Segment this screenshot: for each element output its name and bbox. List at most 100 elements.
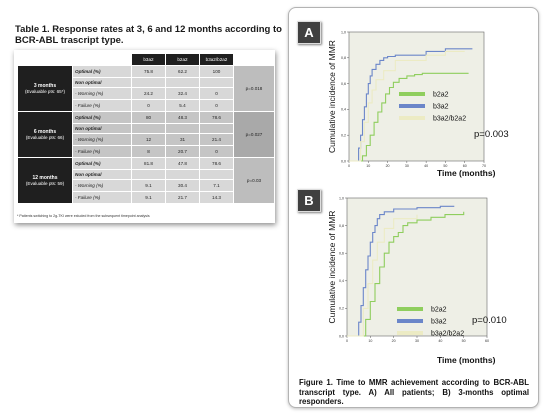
x-tick-label: 50 xyxy=(462,339,466,343)
figure-caption: Figure 1. Time to MMR achievement accord… xyxy=(299,378,529,406)
table-cell: 78.6 xyxy=(200,158,233,169)
x-tick-label: 20 xyxy=(386,164,390,168)
table-cell: 5.4 xyxy=(166,100,199,111)
row-label: - Failure (%) xyxy=(73,192,131,203)
x-tick-label: 20 xyxy=(392,339,396,343)
table-row: - Failure (%) 8 20.7 0 xyxy=(18,146,274,157)
table-cell xyxy=(132,170,165,179)
column-header: b3a2/b2a2 xyxy=(200,54,233,65)
table-cell xyxy=(132,124,165,133)
chart-p-value: p=0.003 xyxy=(474,129,509,140)
table-cell: 9.1 xyxy=(132,192,165,203)
legend-label: b3a2/b2a2 xyxy=(433,116,466,123)
y-tick-label: 1,0 xyxy=(341,30,346,34)
x-axis-label: Time (months) xyxy=(437,355,496,365)
row-label: - Warning (%) xyxy=(73,134,131,145)
table-cell: 20.7 xyxy=(166,146,199,157)
table-cell xyxy=(166,170,199,179)
table-cell: 0 xyxy=(200,146,233,157)
y-tick-label: 0,8 xyxy=(341,56,346,60)
table-cell: 75.8 xyxy=(132,66,165,77)
table-cell: 14.3 xyxy=(200,192,233,203)
y-tick-label: 0,0 xyxy=(339,334,344,338)
legend-label: b2a2 xyxy=(433,92,449,99)
x-tick-label: 0 xyxy=(346,339,348,343)
y-axis-label: Cumulative incidence of MMR xyxy=(327,211,337,324)
row-label: - Failure (%) xyxy=(73,146,131,157)
x-tick-label: 40 xyxy=(424,164,428,168)
table-cell: 31 xyxy=(166,134,199,145)
series-line-b3a2 xyxy=(347,205,455,337)
table-cell xyxy=(200,170,233,179)
table-row: - Failure (%) 0 5.4 0 xyxy=(18,100,274,111)
table-cell: 30.4 xyxy=(166,180,199,191)
y-axis-label: Cumulative incidence of MMR xyxy=(327,40,337,153)
panel-badge-a: A xyxy=(297,21,321,44)
y-tick-label: 1,0 xyxy=(339,196,344,200)
chart-b: 0,0 0,2 0,4 0,6 0,8 1,0 0 10 20 30 40 50 60 b2a2 b3a2 b… xyxy=(327,196,507,365)
timepoint-label: 12 months (Evaluable pts: 59) xyxy=(18,158,72,203)
y-tick-label: 0,2 xyxy=(341,134,346,138)
p-value: p=0.03 xyxy=(234,158,274,203)
x-tick-label: 70 xyxy=(482,164,486,168)
table-row: - Failure (%) 9.1 21.7 14.3 xyxy=(18,192,274,203)
table-cell: 100 xyxy=(200,66,233,77)
y-tick-label: 0,0 xyxy=(341,159,346,163)
chart-a: 0,0 0,2 0,4 0,6 0,8 1,0 0 10 20 30 40 50 60 70 b2a2 b3a… xyxy=(327,30,509,178)
x-tick-label: 30 xyxy=(405,164,409,168)
chart-p-value: p=0.010 xyxy=(472,315,507,326)
x-tick-label: 50 xyxy=(443,164,447,168)
x-tick-label: 10 xyxy=(366,164,370,168)
y-tick-label: 0,6 xyxy=(339,252,344,256)
p-value: p=0.027 xyxy=(234,112,274,157)
row-label: Optimal (%) xyxy=(73,158,131,169)
row-label: - Warning (%) xyxy=(73,180,131,191)
table-cell xyxy=(166,78,199,87)
y-tick-label: 0,2 xyxy=(339,307,344,311)
row-label: Non optimal xyxy=(73,124,131,133)
table-row: - Warning (%) 9.1 30.4 7.1 xyxy=(18,180,274,191)
row-label: - Failure (%) xyxy=(73,100,131,111)
response-table-card: b3a2 b2a2 b3a2/b2a2 3 months (Evaluable pts:… xyxy=(14,50,275,223)
figure-panel: 0,0 0,2 0,4 0,6 0,8 1,0 0 10 20 30 40 50 60 70 b2a2 b3a… xyxy=(288,7,539,408)
table-cell xyxy=(200,124,233,133)
y-tick-label: 0,4 xyxy=(341,108,346,112)
table-cell: 0 xyxy=(200,88,233,99)
plot-area xyxy=(348,31,485,162)
p-value: p=0.018 xyxy=(234,66,274,111)
row-label: - Warning (%) xyxy=(73,88,131,99)
table-row: - Warning (%) 12 31 21.4 xyxy=(18,134,274,145)
row-label: Optimal (%) xyxy=(73,112,131,123)
series-line-b2a2 xyxy=(347,211,465,337)
x-axis-label: Time (months) xyxy=(437,168,496,178)
table-cell: 47.8 xyxy=(166,158,199,169)
table-cell: 81.8 xyxy=(132,158,165,169)
row-label: Non optimal xyxy=(73,78,131,87)
header-blank xyxy=(18,54,72,65)
table-cell: 48.3 xyxy=(166,112,199,123)
timepoint-label: 3 months (Evaluable pts: 65*) xyxy=(18,66,72,111)
table-cell: 8 xyxy=(132,146,165,157)
series-line-b3a2 xyxy=(349,48,473,162)
table-row: 3 months (Evaluable pts: 65*) Optimal (%) 7… xyxy=(18,66,274,111)
table-row: Non optimal xyxy=(18,170,274,179)
table-cell xyxy=(132,78,165,87)
x-tick-label: 30 xyxy=(415,339,419,343)
legend-label: b3a2 xyxy=(433,104,449,111)
panel-badge-b: B xyxy=(297,189,321,212)
row-label: Non optimal xyxy=(73,170,131,179)
table-cell: 0 xyxy=(200,100,233,111)
timepoint-label: 6 months (Evaluable pts: 66) xyxy=(18,112,72,157)
table-cell xyxy=(200,78,233,87)
legend-label: b3a2 xyxy=(431,319,447,326)
table-footnote: * Patients switching to 2g-TKI were exlu… xyxy=(17,214,150,218)
table-cell: 62.2 xyxy=(166,66,199,77)
x-tick-label: 60 xyxy=(485,339,489,343)
table-cell: 80 xyxy=(132,112,165,123)
table-row: 6 months (Evaluable pts: 66) Optimal (%) 80… xyxy=(18,112,274,157)
series-line-b3a2-b2a2 xyxy=(349,50,465,162)
table-row: Non optimal xyxy=(18,124,274,133)
table-cell: 0 xyxy=(132,100,165,111)
column-header: b3a2 xyxy=(132,54,165,65)
legend-label: b2a2 xyxy=(431,307,447,314)
